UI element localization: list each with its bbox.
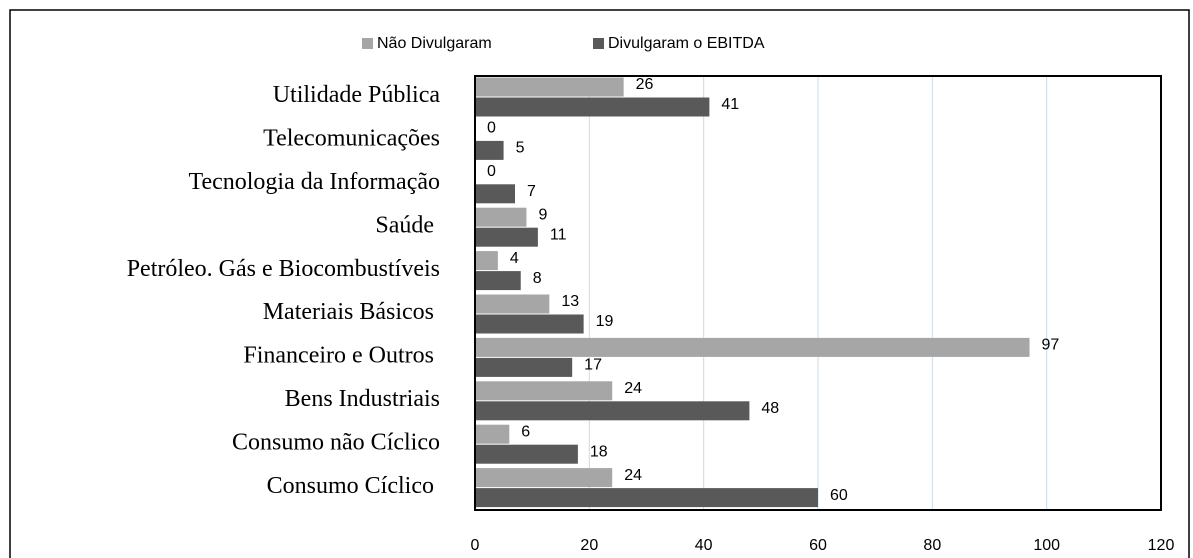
bar (475, 444, 578, 464)
data-label: 8 (533, 270, 542, 287)
data-label: 17 (584, 357, 602, 374)
data-label: 41 (721, 96, 739, 113)
bar (475, 381, 613, 401)
x-tick-label: 60 (809, 537, 827, 554)
bar (475, 184, 516, 204)
data-label: 6 (521, 423, 530, 440)
category-label: Bens Industriais (285, 386, 440, 412)
data-label: 9 (538, 206, 547, 223)
category-label: Consumo não Cíclico (232, 429, 440, 455)
bar (475, 294, 550, 314)
category-label: Consumo Cíclico (267, 473, 440, 499)
legend-swatch (593, 38, 604, 49)
data-label: 24 (624, 380, 642, 397)
data-label: 0 (487, 163, 496, 180)
category-label: Financeiro e Outros (243, 343, 440, 369)
data-label: 11 (550, 226, 567, 243)
data-label: 48 (761, 400, 779, 417)
category-label: Utilidade Pública (273, 82, 441, 108)
x-tick-label: 40 (695, 537, 713, 554)
bar (475, 227, 538, 247)
x-tick-label: 100 (1033, 537, 1060, 554)
data-label: 26 (636, 76, 654, 93)
data-label: 13 (561, 293, 579, 310)
data-label: 18 (590, 443, 608, 460)
data-label: 60 (830, 487, 848, 504)
data-label: 24 (624, 467, 642, 484)
category-label: Saúde (375, 212, 440, 238)
bar (475, 251, 498, 271)
bar (475, 314, 584, 334)
x-tick-label: 0 (471, 537, 480, 554)
bar (475, 488, 818, 508)
x-tick-label: 80 (923, 537, 941, 554)
data-label: 97 (1042, 337, 1060, 354)
bar (475, 357, 573, 377)
bar (475, 401, 750, 421)
data-label: 4 (510, 250, 519, 267)
data-label: 19 (596, 313, 614, 330)
legend-swatch (362, 38, 373, 49)
chart-frame (9, 9, 1190, 558)
x-tick-label: 120 (1148, 537, 1175, 554)
bar (475, 140, 504, 160)
data-label: 5 (516, 140, 525, 157)
legend-label: Divulgaram o EBITDA (608, 35, 765, 52)
bar (475, 468, 613, 488)
bar (475, 97, 710, 117)
legend-label: Não Divulgaram (377, 35, 492, 52)
bar (475, 424, 510, 444)
category-label: Tecnologia da Informação (188, 169, 440, 195)
data-label: 7 (527, 183, 536, 200)
category-label: Materiais Básicos (263, 299, 440, 325)
data-label: 0 (487, 120, 496, 137)
category-label: Petróleo. Gás e Biocombustíveis (127, 256, 440, 282)
category-label: Telecomunicações (263, 126, 440, 152)
x-tick-label: 20 (580, 537, 598, 554)
plot-frame (474, 75, 1162, 511)
bar (475, 337, 1030, 357)
bar (475, 207, 527, 227)
bar (475, 271, 521, 291)
bar (475, 77, 624, 97)
